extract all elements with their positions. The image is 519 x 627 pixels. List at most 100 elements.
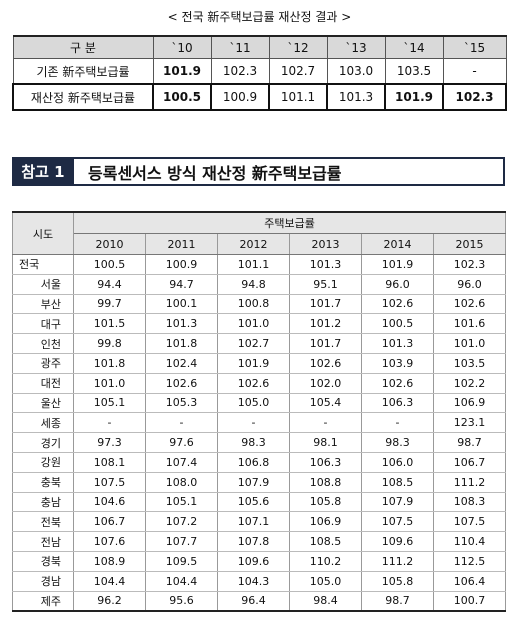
value-cell: 110.2 bbox=[289, 551, 362, 572]
value-cell: 101.9 bbox=[217, 353, 290, 374]
value-cell: 100.9 bbox=[145, 254, 218, 275]
region-label: 전남 bbox=[12, 531, 74, 552]
value-cell: 105.3 bbox=[145, 393, 218, 414]
header-cell: `13 bbox=[326, 35, 386, 59]
header-cell: 구 분 bbox=[12, 35, 154, 59]
value-cell: 101.0 bbox=[217, 313, 290, 335]
value-cell: - bbox=[442, 58, 507, 85]
value-cell: 104.4 bbox=[145, 571, 218, 592]
value-cell: 107.5 bbox=[432, 511, 507, 533]
value-cell: 108.8 bbox=[289, 472, 362, 493]
value-cell: 107.1 bbox=[217, 511, 290, 533]
value-cell: 104.4 bbox=[73, 571, 146, 592]
value-cell: 96.0 bbox=[361, 274, 434, 295]
value-cell: 100.1 bbox=[145, 294, 218, 315]
value-cell: 100.5 bbox=[73, 254, 146, 275]
region-label: 울산 bbox=[12, 393, 74, 414]
value-cell: 107.5 bbox=[73, 472, 146, 493]
value-cell: 108.5 bbox=[289, 531, 362, 552]
value-cell: - bbox=[217, 412, 290, 434]
year-header: 2011 bbox=[145, 233, 218, 255]
value-cell: 105.6 bbox=[217, 492, 290, 513]
value-cell: 101.3 bbox=[326, 83, 386, 111]
value-cell: 107.4 bbox=[145, 452, 218, 473]
region-label: 제주 bbox=[12, 591, 74, 612]
value-cell: 99.8 bbox=[73, 333, 146, 354]
value-cell: 100.9 bbox=[210, 83, 270, 111]
value-cell: 108.3 bbox=[432, 492, 507, 513]
section-title: 등록센서스 방식 재산정 新주택보급률 bbox=[74, 157, 505, 186]
value-cell: 102.2 bbox=[432, 373, 507, 394]
region-label: 경기 bbox=[12, 432, 74, 453]
row: 제주 96.2 95.6 96.4 98.4 98.7 100.7 bbox=[12, 591, 507, 612]
header-cell: `15 bbox=[442, 35, 507, 59]
value-cell: 106.3 bbox=[289, 452, 362, 473]
value-cell: 108.1 bbox=[73, 452, 146, 473]
value-cell: 98.3 bbox=[361, 432, 434, 453]
value-cell: 106.8 bbox=[217, 452, 290, 473]
value-cell: 102.3 bbox=[432, 254, 507, 275]
value-cell: 123.1 bbox=[432, 412, 507, 434]
region-label: 강원 bbox=[12, 452, 74, 473]
value-cell: 102.3 bbox=[442, 83, 507, 111]
value-cell: 102.6 bbox=[361, 294, 434, 315]
value-cell: 109.6 bbox=[217, 551, 290, 572]
region-label: 충남 bbox=[12, 492, 74, 513]
value-cell: 101.8 bbox=[145, 333, 218, 354]
value-cell: 103.0 bbox=[326, 58, 386, 85]
header-row: 시도 주택보급률 bbox=[12, 212, 507, 255]
value-cell: 107.9 bbox=[217, 472, 290, 493]
region-label: 경남 bbox=[12, 571, 74, 592]
value-cell: 105.0 bbox=[289, 571, 362, 592]
value-cell: 106.4 bbox=[432, 571, 507, 592]
value-cell: 94.4 bbox=[73, 274, 146, 295]
value-cell: 102.0 bbox=[289, 373, 362, 394]
value-cell: 96.2 bbox=[73, 591, 146, 612]
value-cell: 109.5 bbox=[145, 551, 218, 572]
value-cell: 106.7 bbox=[432, 452, 507, 473]
value-cell: 101.3 bbox=[289, 254, 362, 275]
value-cell: 101.9 bbox=[152, 58, 212, 85]
header-row: 2010 2011 2012 2013 2014 2015 bbox=[13, 233, 507, 255]
value-cell: 107.6 bbox=[73, 531, 146, 552]
value-cell: 104.6 bbox=[73, 492, 146, 513]
region-label: 충북 bbox=[12, 472, 74, 493]
value-cell: 108.9 bbox=[73, 551, 146, 572]
value-cell: 106.0 bbox=[361, 452, 434, 473]
row: 경북 108.9 109.5 109.6 110.2 111.2 112.5 bbox=[12, 551, 507, 572]
row: 서울 94.4 94.7 94.8 95.1 96.0 96.0 bbox=[12, 274, 507, 295]
value-cell: 101.9 bbox=[384, 83, 444, 111]
value-cell: 101.5 bbox=[73, 313, 146, 335]
row: 경남 104.4 104.4 104.3 105.0 105.8 106.4 bbox=[12, 571, 507, 592]
value-cell: 95.1 bbox=[289, 274, 362, 295]
value-cell: 101.3 bbox=[361, 333, 434, 354]
row: 충북 107.5 108.0 107.9 108.8 108.5 111.2 bbox=[12, 472, 507, 493]
value-cell: 102.6 bbox=[432, 294, 507, 315]
row: 기존 新주택보급률 101.9 102.3 102.7 103.0 103.5- bbox=[12, 58, 507, 85]
value-cell: 101.3 bbox=[145, 313, 218, 335]
year-header: 2014 bbox=[361, 233, 434, 255]
value-cell: 107.7 bbox=[145, 531, 218, 552]
value-cell: 100.7 bbox=[432, 591, 507, 612]
value-cell: 104.3 bbox=[217, 571, 290, 592]
value-cell: 101.9 bbox=[361, 254, 434, 275]
row: 대전 101.0 102.6 102.6 102.0 102.6 102.2 bbox=[12, 373, 507, 394]
region-label: 전북 bbox=[12, 511, 74, 533]
header-cell: `12 bbox=[268, 35, 328, 59]
value-cell: 95.6 bbox=[145, 591, 218, 612]
row: 충남 104.6 105.1 105.6 105.8 107.9 108.3 bbox=[12, 492, 507, 513]
value-cell: 96.0 bbox=[432, 274, 507, 295]
row: 전남 107.6 107.7 107.8 108.5 109.6 110.4 bbox=[12, 531, 507, 552]
value-cell: 103.9 bbox=[361, 353, 434, 374]
header-cell: `14 bbox=[384, 35, 444, 59]
value-cell: 107.8 bbox=[217, 531, 290, 552]
value-cell: 101.2 bbox=[289, 313, 362, 335]
value-cell: 107.5 bbox=[361, 511, 434, 533]
value-cell: 94.7 bbox=[145, 274, 218, 295]
row: 세종 - - - - -123.1 bbox=[12, 412, 507, 434]
value-cell: 101.0 bbox=[432, 333, 507, 354]
value-cell: 101.7 bbox=[289, 333, 362, 354]
value-cell: 105.0 bbox=[217, 393, 290, 414]
row-label: 기존 新주택보급률 bbox=[12, 58, 154, 85]
